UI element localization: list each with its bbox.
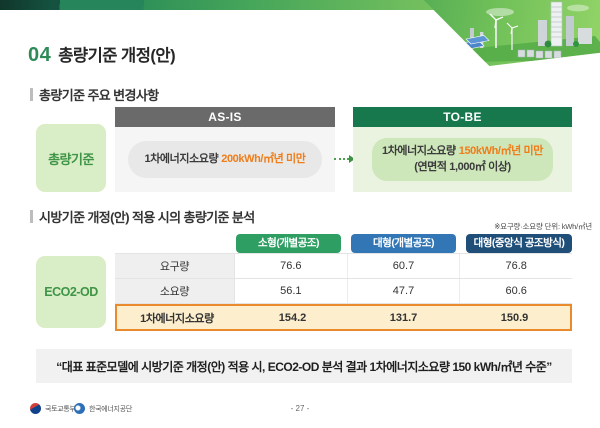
unit-note: ※요구량·소요량 단위: kWh/㎡년 xyxy=(494,222,592,231)
as-is-header: AS-IS xyxy=(115,107,335,127)
table-row-highlighted: 1차에너지소요량 154.2 131.7 150.9 xyxy=(115,304,572,331)
analysis-table: 요구량 76.6 60.7 76.8 소요량 56.1 47.7 60.6 1차… xyxy=(115,253,572,331)
heading-bar xyxy=(30,210,33,223)
cell-value: 131.7 xyxy=(389,311,418,324)
as-is-panel: 1차에너지소요량 200kWh/㎡년 미만 xyxy=(115,127,335,192)
cell-value: 60.7 xyxy=(348,254,461,278)
as-is-column: AS-IS 1차에너지소요량 200kWh/㎡년 미만 xyxy=(115,107,335,192)
cell-value: 154.2 xyxy=(278,311,307,324)
molit-logo-icon xyxy=(30,403,41,414)
kea-logo-icon xyxy=(74,403,85,414)
category-box-eco2-od: ECO2-OD xyxy=(36,256,106,328)
table-row: 소요량 56.1 47.7 60.6 xyxy=(115,279,572,304)
cell-value: 76.8 xyxy=(505,260,527,272)
to-be-note: (연면적 1,000㎡ 이상) xyxy=(414,160,511,173)
table-row: 요구량 76.6 60.7 76.8 xyxy=(115,254,572,279)
slide-title: 총량기준 개정(안) xyxy=(58,47,176,65)
to-be-panel: 1차에너지소요량 150kWh/㎡년 미만 (연면적 1,000㎡ 이상) xyxy=(353,127,572,192)
cell-value: 47.7 xyxy=(348,279,461,303)
row-label: 요구량 xyxy=(115,254,235,278)
section-change-heading: 총량기준 주요 변경사항 xyxy=(30,85,159,104)
page-number: - 27 - xyxy=(290,404,310,413)
molit-logo: 국토교통부 xyxy=(30,403,76,414)
cell-value: 150.9 xyxy=(500,311,529,324)
cell-value: 56.1 xyxy=(235,279,348,303)
heading-bar xyxy=(30,88,33,101)
section-analysis-heading: 시방기준 개정(안) 적용 시의 총량기준 분석 xyxy=(30,207,255,226)
row-label: 1차에너지소요량 xyxy=(140,312,214,325)
as-is-pill: 1차에너지소요량 200kWh/㎡년 미만 xyxy=(128,140,322,179)
column-header-small-individual: 소형(개별공조) xyxy=(236,234,341,253)
top-gradient-bar xyxy=(0,0,600,10)
to-be-pill: 1차에너지소요량 150kWh/㎡년 미만 (연면적 1,000㎡ 이상) xyxy=(371,137,553,182)
to-be-header: TO-BE xyxy=(353,107,572,127)
category-box-total-standard: 총량기준 xyxy=(36,124,106,192)
cell-value: 60.6 xyxy=(505,285,527,297)
to-be-column: TO-BE 1차에너지소요량 150kWh/㎡년 미만 (연면적 1,000㎡ 이… xyxy=(353,107,572,192)
kea-logo: 한국에너지공단 xyxy=(74,403,132,414)
row-label: 소요량 xyxy=(115,279,235,303)
column-header-large-individual: 대형(개별공조) xyxy=(351,234,456,253)
summary-quote: “대표 표준모델에 시방기준 개정(안) 적용 시, ECO2-OD 분석 결과… xyxy=(36,349,572,383)
slide-number: 04 xyxy=(28,44,52,66)
page-title: 04 총량기준 개정(안) xyxy=(28,42,176,67)
cell-value: 76.6 xyxy=(235,254,348,278)
column-header-large-central: 대형(중앙식 공조방식) xyxy=(466,234,572,253)
transition-arrow-icon xyxy=(334,154,355,164)
